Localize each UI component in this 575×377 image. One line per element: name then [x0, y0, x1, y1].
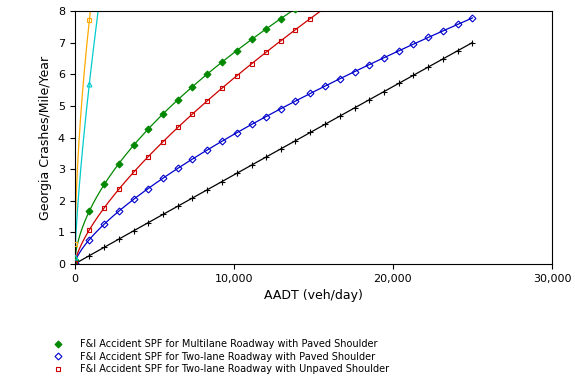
X-axis label: AADT (veh/day): AADT (veh/day) — [264, 289, 363, 302]
Y-axis label: Georgia Crashes/Mile/Year: Georgia Crashes/Mile/Year — [39, 55, 52, 220]
Legend: F&I Accident SPF for Multilane Roadway with Paved Shoulder, F&I Accident SPF for: F&I Accident SPF for Multilane Roadway w… — [41, 339, 396, 377]
